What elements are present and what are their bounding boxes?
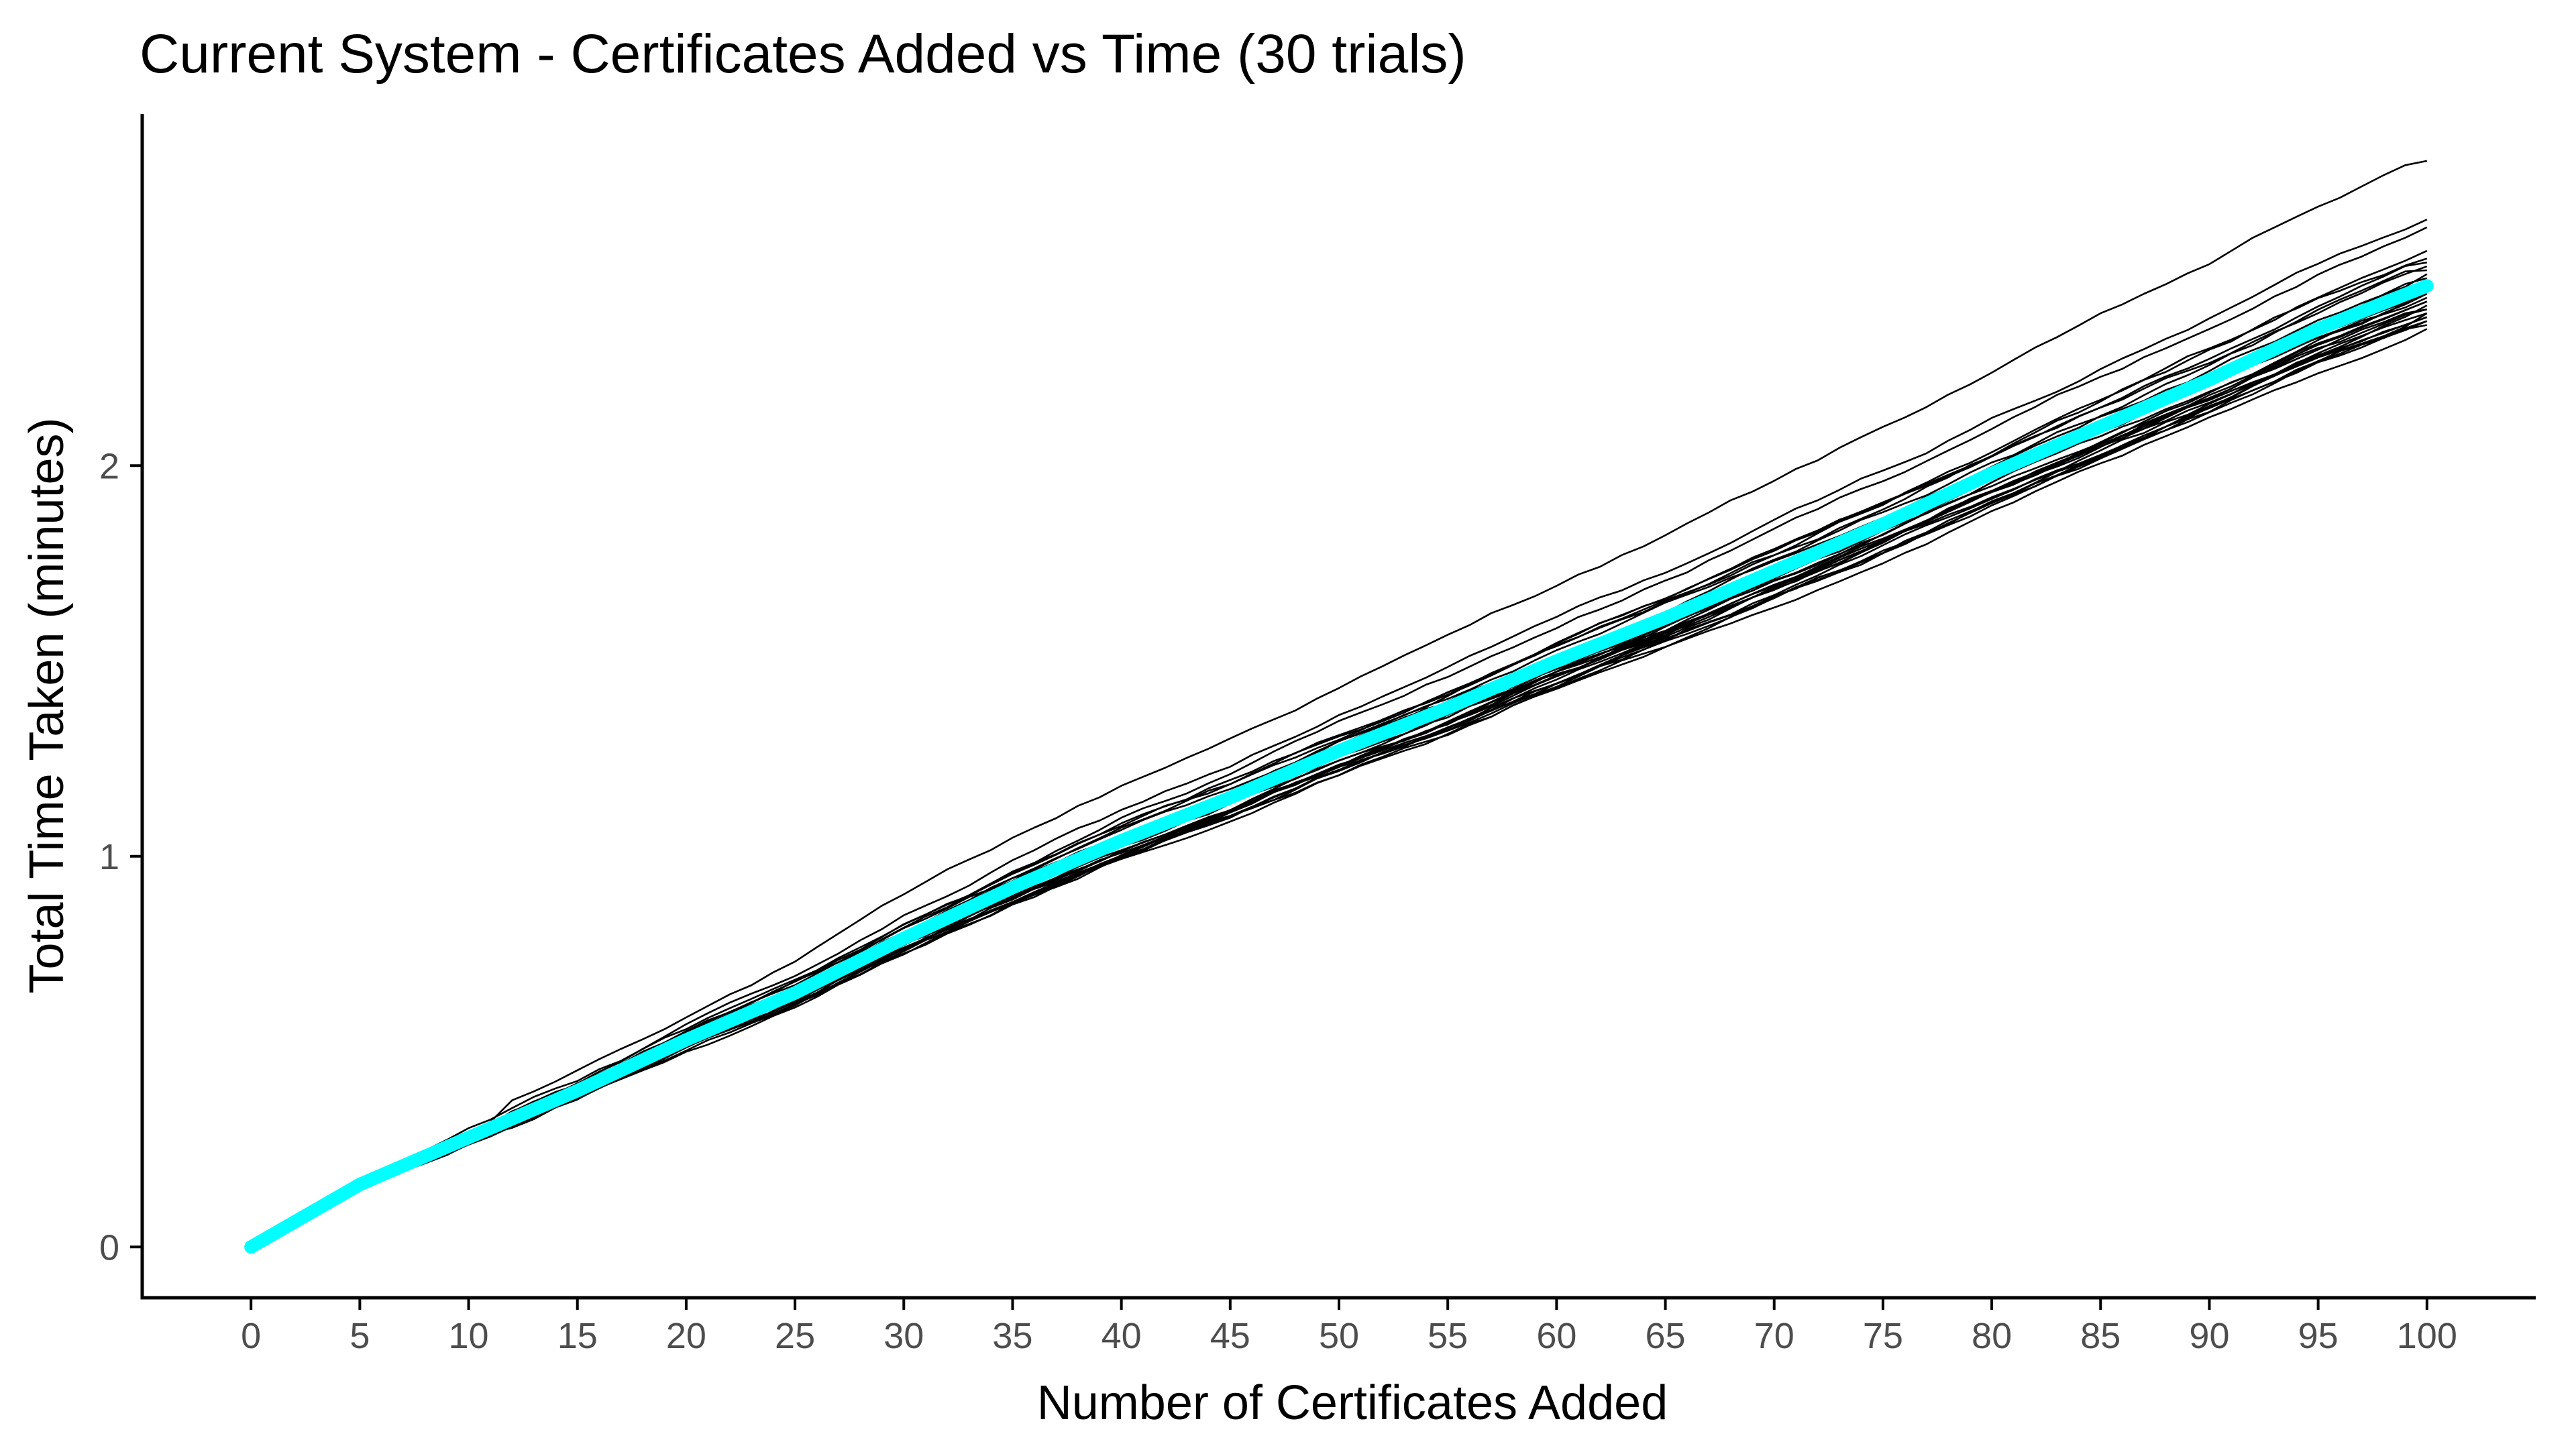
x-tick-label: 20 [666, 1316, 706, 1356]
trial-series-line [250, 328, 2428, 1248]
trial-series-line [250, 320, 2428, 1248]
x-tick-label: 100 [2397, 1316, 2457, 1356]
trial-series-line [250, 320, 2428, 1248]
trial-series-line [250, 316, 2428, 1248]
mean-series-line [244, 279, 2434, 1254]
trial-series-line [250, 312, 2428, 1248]
x-tick-label: 45 [1210, 1316, 1250, 1356]
y-tick-label: 2 [99, 446, 119, 486]
x-axis-ticks: 0 5 10 15 20 25 30 35 40 45 50 55 60 65 70 75 80 85 90 95 10… [241, 1298, 2457, 1356]
chart-title: Current System - Certificates Added vs T… [140, 23, 1466, 85]
y-tick-label: 0 [99, 1227, 119, 1268]
x-tick-label: 90 [2189, 1316, 2229, 1356]
x-tick-label: 30 [883, 1316, 924, 1356]
y-axis-title: Total Time Taken (minutes) [20, 417, 74, 993]
mean-line-layer [244, 279, 2434, 1254]
x-tick-label: 5 [350, 1316, 370, 1356]
x-tick-label: 65 [1646, 1316, 1686, 1356]
trial-series-line [250, 160, 2428, 1248]
x-tick-label: 60 [1536, 1316, 1576, 1356]
x-tick-label: 0 [241, 1316, 261, 1356]
x-tick-label: 75 [1863, 1316, 1903, 1356]
x-axis-title: Number of Certificates Added [1037, 1376, 1668, 1430]
x-tick-label: 10 [449, 1316, 489, 1356]
x-tick-label: 70 [1754, 1316, 1794, 1356]
x-tick-label: 50 [1319, 1316, 1359, 1356]
trial-series-line [250, 312, 2428, 1248]
trial-series-line [250, 265, 2428, 1248]
x-tick-label: 80 [1972, 1316, 2012, 1356]
x-tick-label: 35 [992, 1316, 1032, 1356]
y-tick-label: 1 [99, 837, 119, 877]
x-tick-label: 15 [557, 1316, 598, 1356]
x-tick-label: 95 [2298, 1316, 2339, 1356]
x-tick-label: 25 [775, 1316, 815, 1356]
trial-series-line [250, 296, 2428, 1248]
y-axis-ticks: 0 1 2 [99, 446, 142, 1268]
x-tick-label: 55 [1428, 1316, 1468, 1356]
x-tick-label: 40 [1102, 1316, 1142, 1356]
x-tick-label: 85 [2080, 1316, 2121, 1356]
trial-series-line [250, 219, 2428, 1248]
